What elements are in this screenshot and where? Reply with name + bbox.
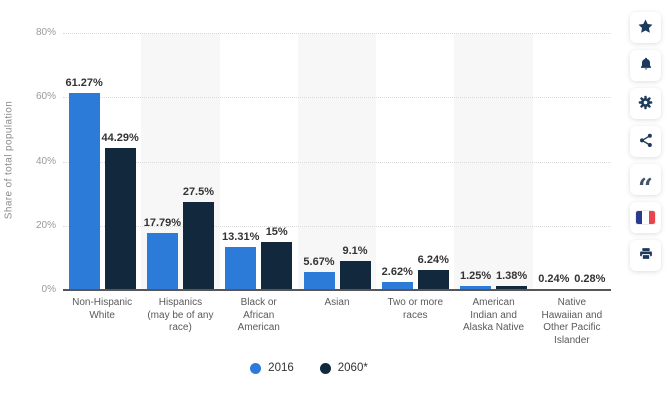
category-label: Asian bbox=[324, 297, 350, 308]
bar-series-2060 bbox=[182, 201, 214, 290]
share-button[interactable] bbox=[630, 126, 661, 157]
bar-series-2016 bbox=[225, 247, 257, 290]
value-label: 27.5% bbox=[182, 185, 215, 198]
category-label: Native Hawaiian and Other Pacific Island… bbox=[541, 297, 603, 346]
settings-button[interactable] bbox=[630, 88, 661, 119]
bell-icon bbox=[638, 56, 654, 75]
y-tick-label: 0% bbox=[41, 284, 56, 295]
value-label: 17.79% bbox=[143, 216, 182, 229]
category-label: Black or African American bbox=[237, 297, 280, 333]
bar-series-2016 bbox=[381, 281, 413, 290]
bar-series-2060 bbox=[261, 241, 293, 290]
legend-label: 2060* bbox=[337, 362, 368, 374]
printer-icon bbox=[638, 246, 654, 265]
bar-series-2060 bbox=[496, 285, 528, 290]
y-tick-label: 40% bbox=[35, 155, 56, 167]
legend-item-2016[interactable]: 2016 bbox=[250, 362, 294, 374]
value-label: 6.24% bbox=[417, 253, 449, 266]
legend-item-2060[interactable]: 2060* bbox=[319, 362, 368, 374]
value-label: 44.29% bbox=[101, 131, 139, 144]
category-label: Non-Hispanic White bbox=[72, 297, 133, 321]
favorite-button[interactable] bbox=[630, 12, 661, 43]
legend: 2016 2060* bbox=[0, 362, 618, 374]
value-label: 13.31% bbox=[222, 231, 260, 244]
value-label: 61.27% bbox=[65, 77, 103, 90]
bar-series-2016 bbox=[68, 93, 100, 290]
bar-series-2016 bbox=[460, 285, 492, 290]
y-tick-label: 60% bbox=[35, 91, 56, 103]
y-tick-label: 20% bbox=[35, 219, 56, 231]
value-label: 5.67% bbox=[303, 255, 335, 268]
bar-series-2016 bbox=[146, 232, 178, 290]
value-label: 15% bbox=[265, 225, 288, 238]
category-label: American Indian and Alaska Native bbox=[462, 297, 525, 333]
value-label: 1.25% bbox=[459, 269, 492, 282]
print-button[interactable] bbox=[630, 240, 661, 271]
value-label: 9.1% bbox=[342, 244, 368, 257]
value-label: 2.62% bbox=[381, 265, 413, 278]
language-button[interactable] bbox=[630, 202, 661, 233]
y-tick-label: 80% bbox=[35, 27, 56, 38]
grid-line bbox=[63, 97, 611, 99]
value-label: 1.38% bbox=[495, 269, 528, 282]
legend-swatch bbox=[250, 362, 262, 374]
y-axis-title: Share of total population bbox=[3, 100, 15, 220]
gear-icon bbox=[637, 94, 654, 114]
bar-series-2060 bbox=[417, 269, 449, 290]
cite-button[interactable]: “ bbox=[630, 164, 661, 202]
french-flag-icon bbox=[635, 210, 656, 225]
notifications-button[interactable] bbox=[630, 50, 661, 81]
value-label: 0.24% bbox=[538, 273, 570, 285]
star-icon bbox=[637, 18, 654, 38]
legend-label: 2016 bbox=[268, 362, 294, 374]
legend-swatch bbox=[319, 362, 331, 374]
category-label: Two or more races bbox=[387, 297, 444, 321]
share-icon bbox=[638, 132, 654, 151]
grid-line bbox=[63, 161, 611, 163]
bar-series-2060 bbox=[104, 147, 136, 290]
chart-area: Share of total population 0% 20% 40% 60% 80%… bbox=[0, 27, 618, 374]
bar-series-2060 bbox=[339, 260, 371, 290]
action-sidebar: “ bbox=[630, 12, 661, 271]
bar-series-2016 bbox=[303, 271, 335, 290]
category-label: Hispanics (may be of any race) bbox=[147, 297, 214, 333]
x-axis-line bbox=[63, 289, 611, 291]
grid-line bbox=[63, 225, 611, 227]
value-label: 0.28% bbox=[574, 273, 606, 285]
grid-line bbox=[63, 33, 611, 34]
